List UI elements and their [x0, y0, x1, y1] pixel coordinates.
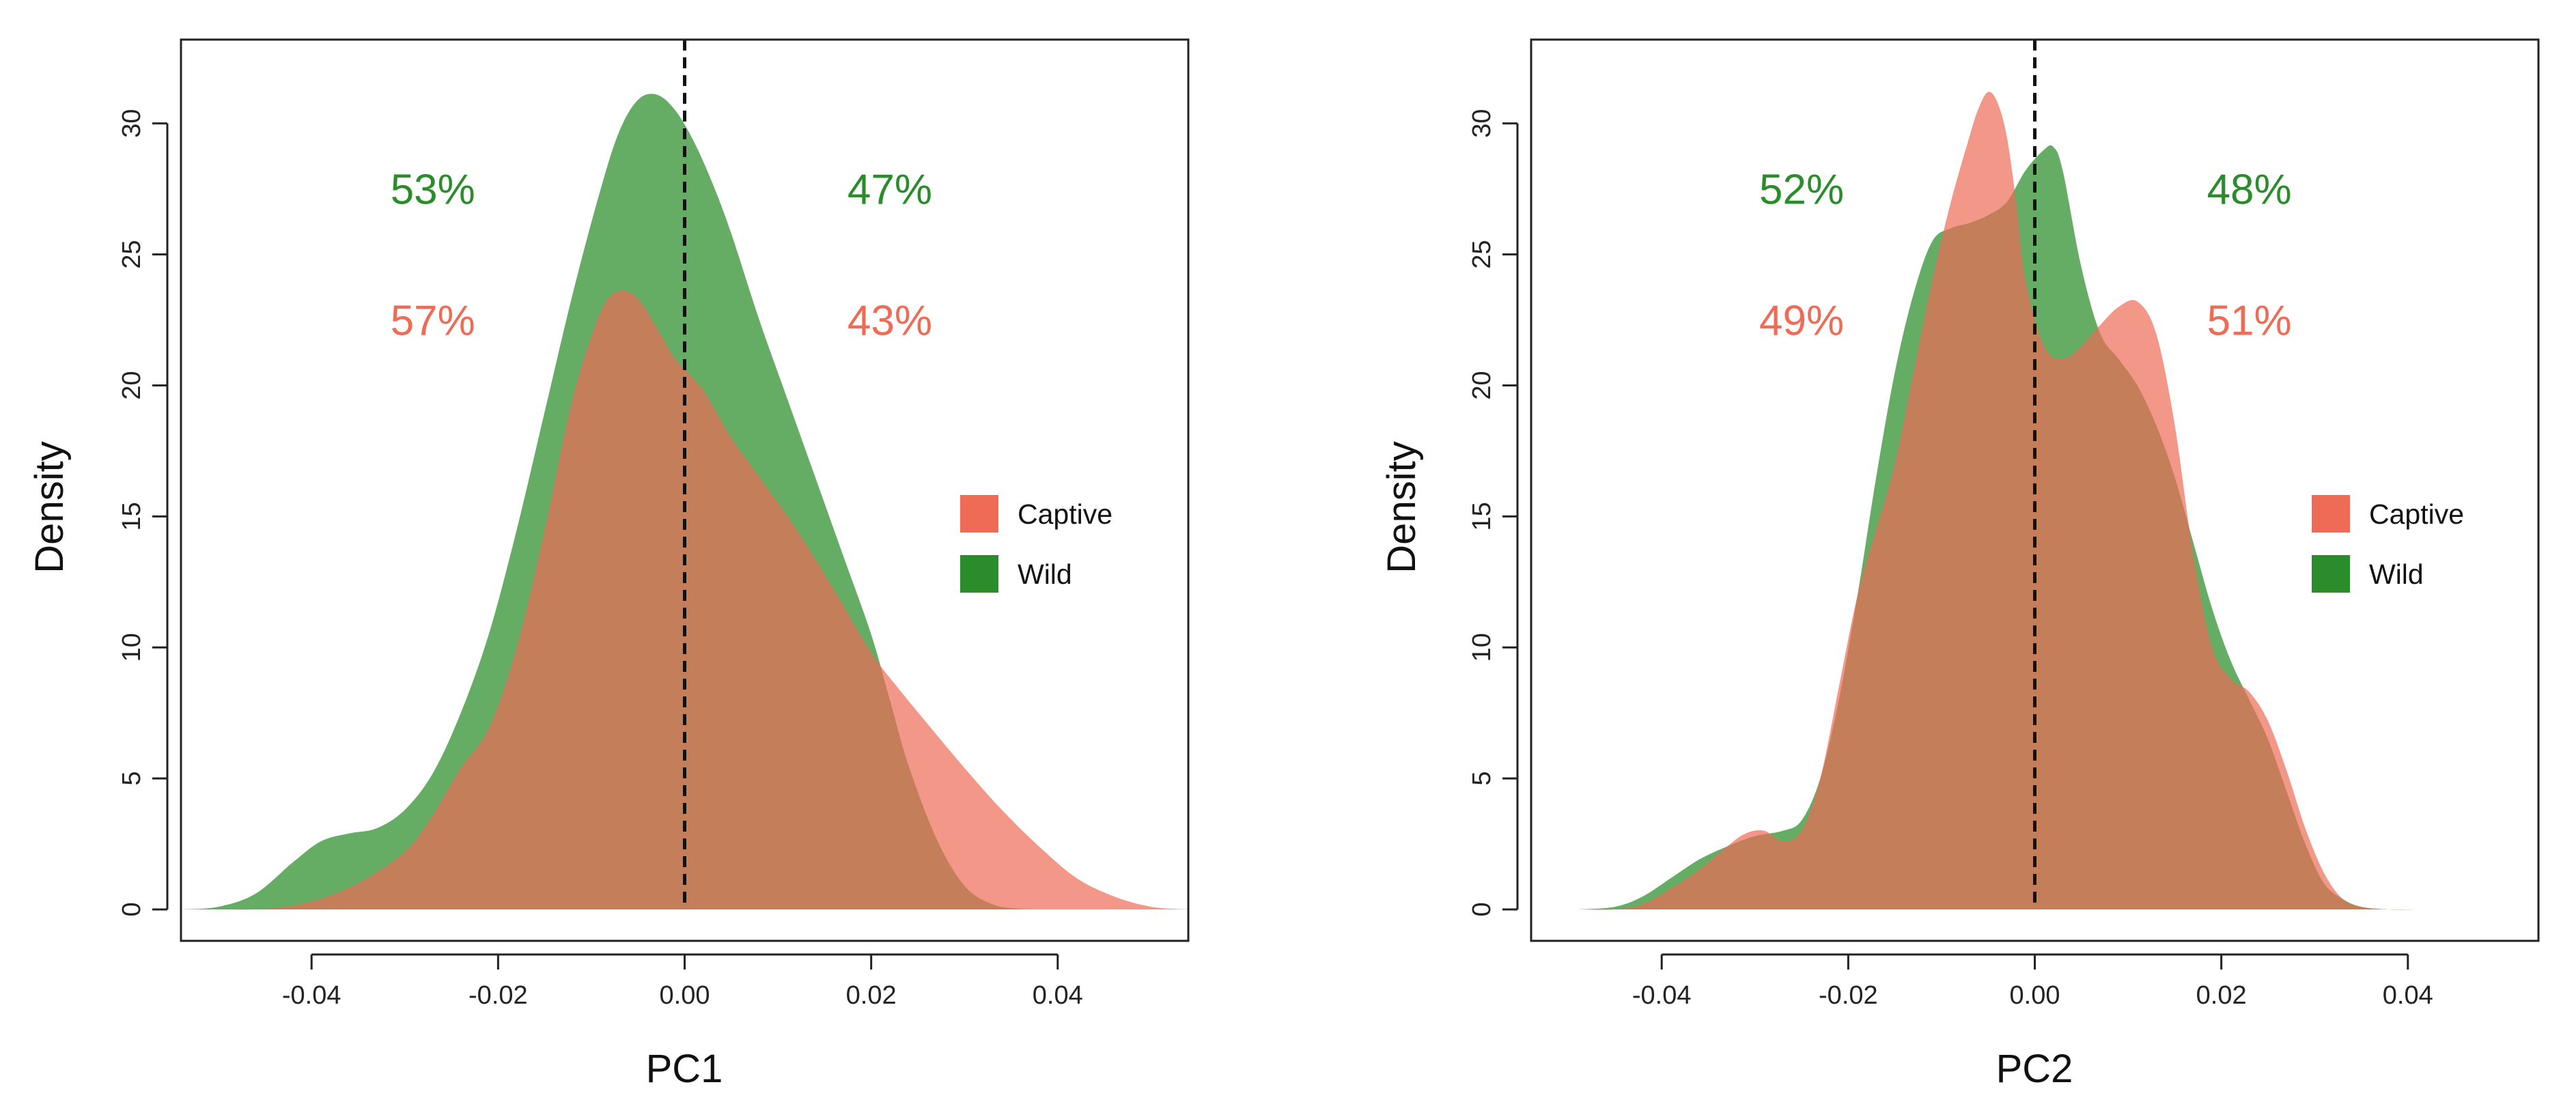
chart-panel-pc1 — [181, 40, 1188, 910]
legend-swatch-captive — [2312, 495, 2350, 533]
x-tick-label: 0.02 — [2196, 981, 2247, 1010]
y-tick-label: 10 — [117, 633, 146, 662]
y-tick-label: 5 — [1468, 772, 1496, 786]
x-tick-label: 0.02 — [846, 981, 897, 1010]
y-axis: 0 5 10 15 20 25 30 — [1468, 109, 1519, 917]
legend-label-wild: Wild — [2369, 558, 2424, 590]
y-tick-label: 15 — [1468, 502, 1496, 531]
y-axis-title: Density — [1380, 441, 1424, 573]
pct-label-wild-left: 53% — [391, 167, 475, 214]
x-tick-label: -0.02 — [1819, 981, 1878, 1010]
legend: Captive Wild — [2312, 495, 2464, 593]
x-axis: -0.04 -0.02 0.00 0.02 0.04 — [282, 953, 1083, 1010]
pct-label-wild-left: 52% — [1759, 167, 1844, 214]
y-axis-title: Density — [27, 441, 72, 573]
plot-frame — [180, 38, 1190, 942]
percent-annotations: 53% 47% 57% 43% — [391, 167, 932, 345]
legend: Captive Wild — [960, 495, 1112, 593]
y-axis: 0 5 10 15 20 25 30 — [117, 109, 169, 917]
y-tick-label: 10 — [1468, 633, 1496, 662]
legend-label-wild: Wild — [1018, 558, 1072, 590]
y-tick-label: 25 — [117, 240, 146, 269]
y-tick-label: 0 — [117, 902, 146, 916]
x-tick-label: 0.04 — [2383, 981, 2433, 1010]
x-axis-title: PC2 — [1996, 1047, 2073, 1091]
y-tick-label: 0 — [1468, 902, 1496, 916]
pct-label-wild-right: 48% — [2207, 167, 2292, 214]
chart-panel-pc2 — [1578, 40, 2436, 910]
x-tick-label: 0.04 — [1033, 981, 1083, 1010]
legend-label-captive: Captive — [2369, 498, 2464, 530]
pct-label-captive-right: 43% — [848, 298, 932, 345]
legend-swatch-wild — [960, 555, 998, 593]
legend-swatch-captive — [960, 495, 998, 533]
density-area-captive — [1578, 91, 2436, 910]
pct-label-captive-right: 51% — [2207, 298, 2292, 345]
x-tick-label: 0.00 — [2010, 981, 2060, 1010]
x-tick-label: 0.00 — [660, 981, 710, 1010]
x-tick-label: -0.04 — [1632, 981, 1692, 1010]
pct-label-wild-right: 47% — [848, 167, 932, 214]
y-tick-label: 5 — [117, 772, 146, 786]
x-tick-label: -0.04 — [282, 981, 341, 1010]
percent-annotations: 52% 48% 49% 51% — [1759, 167, 2292, 345]
y-tick-label: 30 — [1468, 109, 1496, 138]
pct-label-captive-left: 57% — [391, 298, 475, 345]
pct-label-captive-left: 49% — [1759, 298, 1844, 345]
y-tick-label: 20 — [1468, 371, 1496, 399]
plot-frame — [1530, 38, 2540, 942]
x-tick-label: -0.02 — [468, 981, 528, 1010]
x-axis-title: PC1 — [646, 1047, 723, 1091]
y-tick-label: 15 — [117, 502, 146, 531]
y-tick-label: 30 — [117, 109, 146, 138]
density-areas — [1578, 91, 2436, 910]
legend-swatch-wild — [2312, 555, 2350, 593]
x-axis: -0.04 -0.02 0.00 0.02 0.04 — [1632, 953, 2433, 1010]
y-tick-label: 25 — [1468, 240, 1496, 269]
legend-label-captive: Captive — [1018, 498, 1112, 530]
y-tick-label: 20 — [117, 371, 146, 399]
